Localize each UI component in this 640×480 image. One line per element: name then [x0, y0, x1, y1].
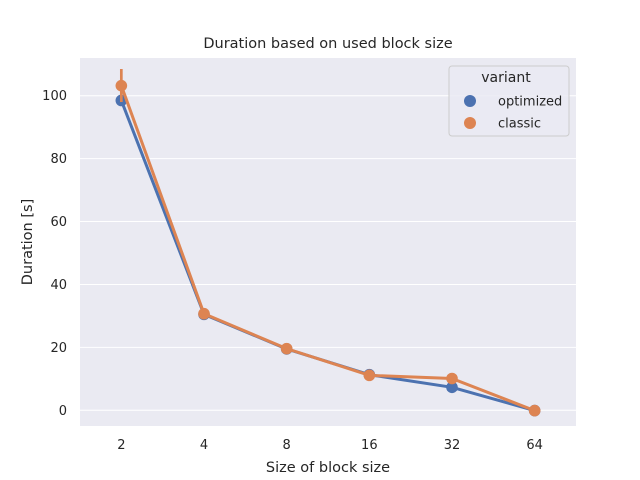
data-point — [198, 307, 210, 320]
legend-box — [448, 65, 570, 137]
chart-title: Duration based on used block size — [203, 36, 452, 52]
legend: variant optimized classic — [448, 65, 570, 137]
legend-title: variant — [481, 70, 531, 86]
x-axis-label: Size of block size — [266, 460, 390, 476]
legend-label: optimized — [498, 95, 562, 110]
legend-marker — [464, 95, 476, 107]
data-point — [446, 381, 458, 394]
data-point — [115, 79, 128, 92]
y-tick-label: 100 — [42, 89, 67, 104]
y-tick-label: 20 — [50, 341, 67, 356]
legend-marker — [464, 117, 476, 129]
data-point — [363, 369, 376, 382]
y-tick-label: 40 — [50, 278, 67, 293]
series-layer — [115, 69, 541, 417]
data-point — [446, 372, 458, 385]
x-tick-label: 8 — [283, 438, 291, 453]
y-tick-label: 60 — [50, 215, 67, 230]
x-tick-label: 16 — [361, 438, 378, 453]
y-axis-label: Duration [s] — [20, 199, 36, 285]
x-tick-label: 4 — [200, 438, 208, 453]
x-tick-label: 32 — [444, 438, 461, 453]
data-point — [280, 342, 293, 355]
x-tick-label: 2 — [117, 438, 125, 453]
series-classic — [115, 69, 541, 417]
data-point — [528, 404, 541, 417]
y-tick-label: 0 — [59, 404, 67, 419]
x-tick-label: 64 — [526, 438, 543, 453]
series-line — [119, 85, 536, 412]
legend-label: classic — [498, 117, 541, 132]
tick-labels: 0 20 40 60 80 100 2 4 8 16 32 64 — [42, 89, 543, 453]
y-tick-label: 80 — [50, 152, 67, 167]
